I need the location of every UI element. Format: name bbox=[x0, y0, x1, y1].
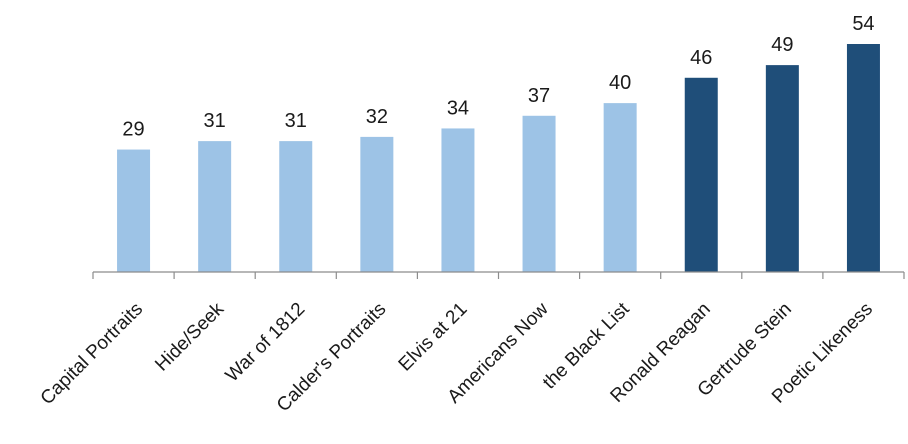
bar-war-of-1812 bbox=[279, 141, 313, 272]
bar-hide-seek bbox=[198, 141, 232, 272]
category-label: Elvis at 21 bbox=[395, 299, 472, 376]
x-axis bbox=[92, 271, 905, 279]
bar-gertrude-stein bbox=[765, 65, 799, 272]
category-label: Hide/Seek bbox=[151, 298, 228, 375]
bar-capital-portraits bbox=[117, 149, 151, 272]
bar-americans-now bbox=[522, 115, 556, 273]
value-labels-layer: 29 31 31 32 34 37 40 46 49 54 bbox=[122, 13, 874, 141]
value-label: 31 bbox=[285, 110, 307, 132]
category-label: Capital Portraits bbox=[37, 299, 147, 409]
value-label: 54 bbox=[852, 13, 874, 35]
value-label: 32 bbox=[366, 106, 388, 128]
value-label: 46 bbox=[690, 47, 712, 69]
bar-the-black-list bbox=[603, 103, 637, 272]
value-label: 40 bbox=[609, 72, 631, 94]
value-label: 31 bbox=[204, 110, 226, 132]
bars-layer bbox=[117, 44, 880, 273]
category-label: War of 1812 bbox=[222, 299, 310, 387]
value-label: 29 bbox=[122, 119, 144, 141]
bar-elvis-at-21 bbox=[441, 128, 475, 272]
bar-ronald-reagan bbox=[684, 77, 718, 273]
value-label: 37 bbox=[528, 85, 550, 107]
value-label: 34 bbox=[447, 97, 469, 119]
bar-calder-s-portraits bbox=[360, 136, 394, 272]
bar-poetic-likeness bbox=[846, 44, 880, 272]
value-label: 49 bbox=[771, 34, 793, 56]
